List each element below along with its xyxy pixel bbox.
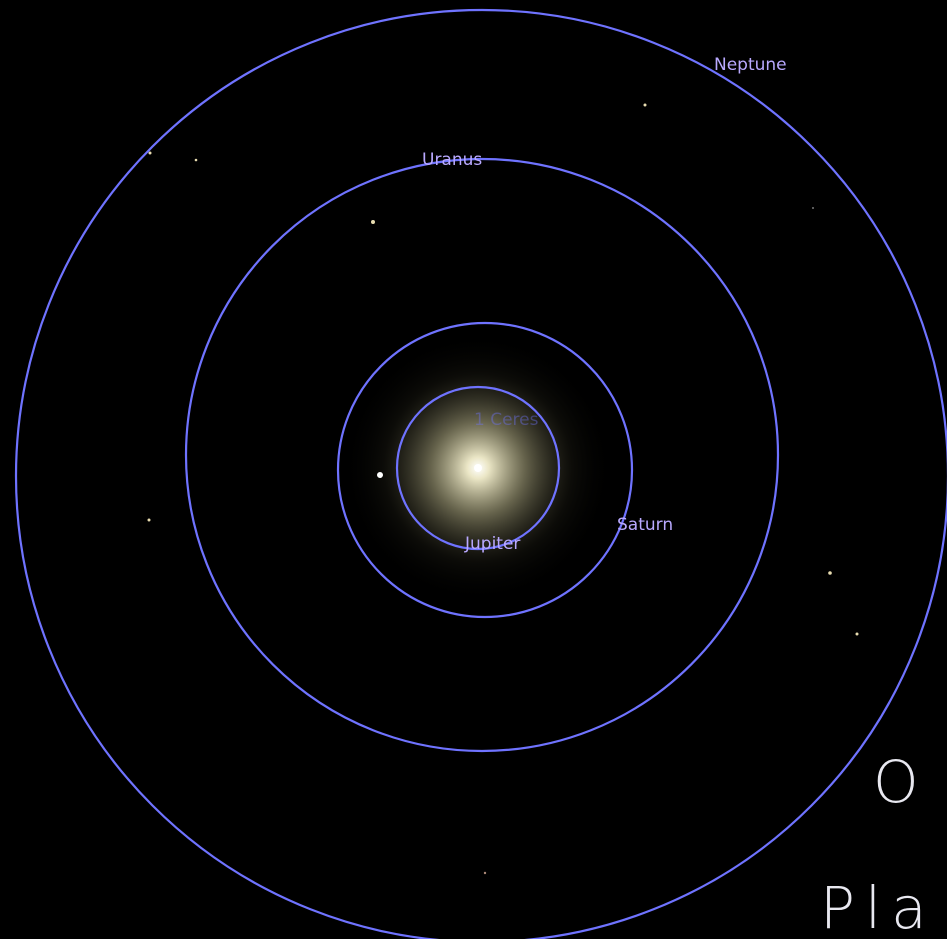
planet-label[interactable]: Jupiter: [464, 534, 520, 554]
star: [149, 152, 152, 155]
planet-label[interactable]: Uranus: [422, 150, 482, 170]
planet-label[interactable]: Neptune: [714, 55, 787, 75]
star: [644, 104, 647, 107]
star: [195, 159, 198, 162]
asteroid-label[interactable]: 1 Ceres: [474, 410, 539, 430]
star: [377, 472, 383, 478]
overlay-text: Pla: [820, 874, 937, 939]
sky-view: Neptune Uranus 1 Ceres Saturn Jupiter O …: [0, 0, 947, 939]
star: [856, 633, 859, 636]
star: [828, 571, 832, 575]
overlay-text: O: [873, 748, 929, 816]
planet-label[interactable]: Saturn: [617, 515, 673, 535]
star: [148, 519, 151, 522]
star: [484, 872, 486, 874]
sun: [474, 464, 482, 472]
star: [371, 220, 375, 224]
star: [812, 207, 814, 209]
